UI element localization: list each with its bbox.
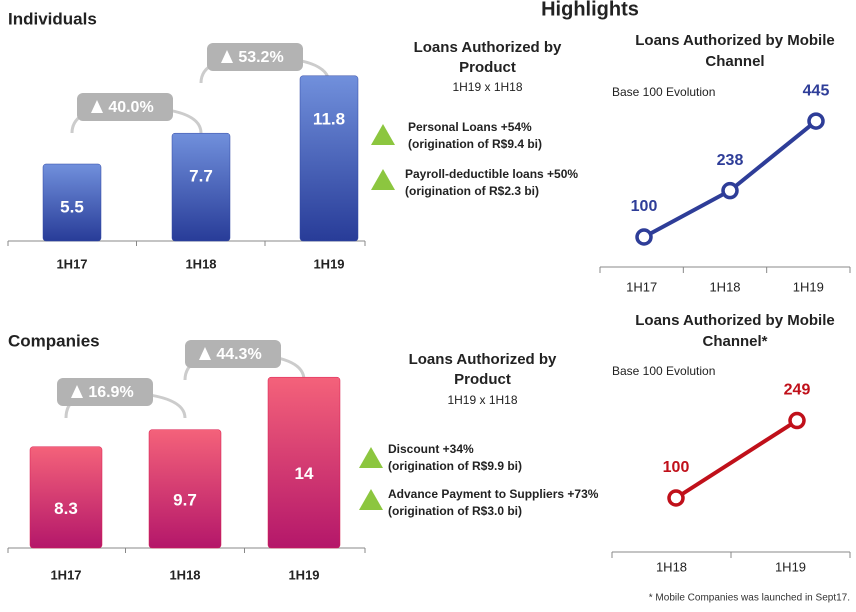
up-triangle [221, 50, 233, 63]
bar [148, 429, 222, 549]
x-tick-label: 1H19 [313, 256, 344, 271]
product-item: Advance Payment to Suppliers +73% [388, 487, 599, 501]
line [674, 418, 799, 500]
point [721, 181, 739, 200]
footnote: * Mobile Companies was launched in Sept1… [649, 593, 850, 604]
growth-bubble [185, 340, 281, 368]
chart-title: Loans Authorized by Mobile Channel* [635, 312, 835, 350]
green-triangle [371, 124, 395, 145]
line [643, 119, 818, 239]
product-detail: (origination of R$9.4 bi) [408, 137, 542, 151]
bar-value-label: 11.8 [313, 109, 345, 128]
x-tick-label: 1H17 [56, 256, 87, 271]
x-tick-label: 1H19 [793, 279, 824, 294]
product-item: Payroll-deductible loans +50% [405, 167, 578, 181]
slide-title: Highlights [541, 0, 639, 20]
point-label: 445 [803, 82, 830, 99]
x-tick-label: 1H19 [775, 559, 806, 574]
x-tick-label: 1H17 [50, 567, 81, 582]
up-triangle [91, 100, 103, 113]
bar [171, 132, 231, 242]
point [807, 112, 825, 130]
x-tick-label: 1H17 [626, 279, 657, 294]
x-tick-label: 1H18 [656, 559, 687, 574]
growth-bubble [77, 93, 173, 121]
up-triangle [199, 347, 211, 360]
chart-subtitle: Base 100 Evolution [612, 85, 715, 99]
growth-label: 40.0% [108, 99, 153, 116]
product-subtitle: 1H19 x 1H18 [447, 393, 518, 407]
bar-value-label: 8.3 [54, 499, 78, 518]
point [635, 228, 653, 246]
product-title: Loans Authorized by Product [408, 351, 557, 388]
bar-value-label: 9.7 [173, 490, 197, 509]
bar [267, 376, 341, 549]
point-label: 249 [784, 382, 811, 399]
product-detail: (origination of R$9.9 bi) [388, 459, 522, 473]
green-triangle [359, 489, 383, 510]
bar-value-label: 14 [295, 464, 314, 483]
product-item: Personal Loans +54% [408, 120, 532, 134]
green-triangle [371, 169, 395, 190]
bar-value-label: 5.5 [60, 197, 84, 216]
x-tick-label: 1H18 [709, 279, 740, 294]
section-title: Individuals [8, 9, 97, 28]
product-detail: (origination of R$3.0 bi) [388, 504, 522, 518]
up-triangle [71, 385, 83, 398]
section-title: Companies [8, 331, 100, 350]
product-subtitle: 1H19 x 1H18 [452, 80, 523, 94]
product-item: Discount +34% [388, 442, 474, 456]
bar [299, 75, 359, 242]
growth-bubble [207, 43, 303, 71]
x-tick-label: 1H19 [288, 567, 319, 582]
point-label: 100 [663, 459, 690, 476]
product-title: Loans Authorized by Product [413, 39, 562, 76]
x-tick-label: 1H18 [169, 567, 200, 582]
product-detail: (origination of R$2.3 bi) [405, 184, 539, 198]
chart-subtitle: Base 100 Evolution [612, 364, 715, 378]
growth-bubble [57, 378, 153, 406]
green-triangle [359, 447, 383, 468]
bar [42, 163, 102, 242]
point-label: 100 [631, 198, 658, 215]
growth-label: 16.9% [88, 384, 133, 401]
bar-value-label: 7.7 [189, 167, 213, 186]
x-tick-label: 1H18 [185, 256, 216, 271]
point-label: 238 [717, 152, 744, 169]
growth-label: 53.2% [238, 49, 283, 66]
growth-label: 44.3% [216, 346, 261, 363]
point [667, 489, 685, 507]
bar [29, 446, 103, 549]
point [788, 411, 806, 430]
chart-title: Loans Authorized by Mobile Channel [635, 32, 835, 70]
